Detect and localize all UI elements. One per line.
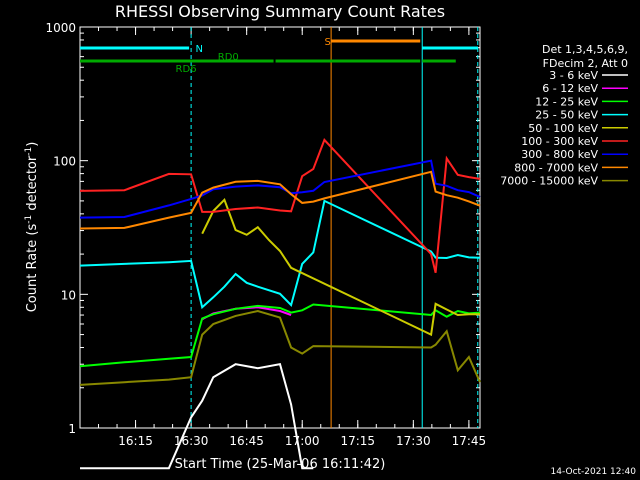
state-label-n: N	[196, 44, 203, 55]
y-tick-label: 1000	[45, 21, 76, 35]
legend-label: 100 - 300 keV	[521, 135, 598, 148]
series-line-2	[79, 303, 481, 368]
y-label-sup2: -1	[24, 147, 34, 156]
series-line-7	[79, 170, 481, 230]
x-tick-label: 17:45	[452, 434, 487, 448]
footer-date: 14-Oct-2021 12:40	[551, 467, 637, 477]
series-line-0	[80, 363, 314, 470]
legend-header-1: Det 1,3,4,5,6,9,	[542, 43, 628, 56]
y-tick-label: 10	[61, 288, 76, 302]
legend-label: 6 - 12 keV	[542, 82, 598, 95]
state-label-s: S	[324, 37, 330, 48]
series-line-3	[79, 199, 481, 310]
x-tick-label: 16:45	[229, 434, 264, 448]
chart-title: RHESSI Observing Summary Count Rates	[115, 2, 445, 21]
legend-label: 7000 - 15000 keV	[500, 175, 598, 188]
legend-label: 800 - 7000 keV	[514, 161, 598, 174]
state-label-rd0: RD0	[218, 52, 239, 63]
series-line-6	[79, 159, 481, 219]
x-tick-label: 17:00	[285, 434, 320, 448]
y-tick-label: 100	[53, 155, 76, 169]
legend-label: 3 - 6 keV	[549, 69, 598, 82]
legend-label: 300 - 800 keV	[521, 148, 598, 161]
x-tick-label: 17:15	[340, 434, 375, 448]
legend-header-2: FDecim 2, Att 0	[543, 57, 628, 70]
y-label-mid: detector	[25, 155, 40, 215]
x-tick-label: 16:15	[118, 434, 153, 448]
y-label-sup1: -1	[24, 215, 34, 224]
x-tick-label: 17:30	[396, 434, 431, 448]
y-tick-label: 1	[68, 422, 76, 436]
series-line-5	[79, 138, 481, 274]
series-line-8	[79, 309, 481, 386]
legend-label: 25 - 50 keV	[535, 109, 598, 122]
y-label-end: )	[25, 142, 40, 147]
y-axis-label: Count Rate (s-1 detector-1)	[24, 142, 40, 313]
state-label-rd6: RD6	[176, 64, 197, 75]
x-axis-label: Start Time (25-Mar-06 16:11:42)	[175, 457, 386, 472]
y-label-main: Count Rate (s	[25, 224, 40, 313]
legend-label: 12 - 25 keV	[535, 95, 598, 108]
legend-label: 50 - 100 keV	[528, 122, 598, 135]
